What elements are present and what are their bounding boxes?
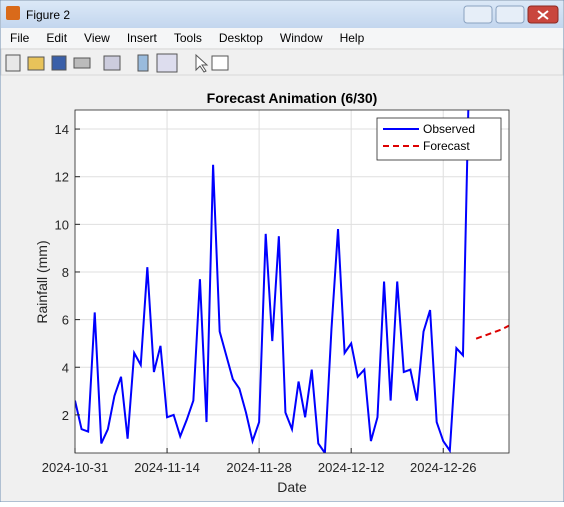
chart-title: Forecast Animation (6/30) bbox=[207, 90, 378, 106]
y-tick-label: 6 bbox=[62, 313, 69, 328]
legend-label: Forecast bbox=[423, 139, 470, 153]
app-icon bbox=[6, 6, 20, 20]
window-title: Figure 2 bbox=[26, 8, 70, 22]
colorbar-icon[interactable] bbox=[137, 54, 149, 72]
edit-plot-icon[interactable] bbox=[195, 53, 209, 73]
axes-box bbox=[74, 109, 510, 454]
open-icon[interactable] bbox=[27, 56, 45, 71]
menu-item[interactable]: View bbox=[84, 31, 110, 45]
y-tick-label: 10 bbox=[55, 217, 69, 232]
grid bbox=[74, 110, 509, 453]
link-icon[interactable] bbox=[103, 55, 121, 71]
menu-item[interactable]: Tools bbox=[174, 31, 202, 45]
close-icon bbox=[537, 10, 549, 20]
minimize-button[interactable] bbox=[463, 5, 493, 24]
property-icon[interactable] bbox=[211, 55, 229, 71]
y-tick-label: 8 bbox=[62, 265, 69, 280]
ticks: 2 4 6 8 10 12 14 2024-10-31 2024-11-14 2024-11-28… bbox=[42, 122, 477, 475]
legend: Observed Forecast bbox=[376, 117, 502, 161]
legend-icon[interactable] bbox=[156, 53, 178, 73]
menu-item[interactable]: Insert bbox=[127, 31, 158, 45]
y-tick-label: 12 bbox=[55, 170, 69, 185]
menu-item[interactable]: Window bbox=[280, 31, 323, 45]
x-axis-label: Date bbox=[277, 479, 307, 495]
menu-bar bbox=[1, 28, 563, 48]
legend-label: Observed bbox=[423, 122, 475, 136]
x-tick-label: 2024-12-12 bbox=[318, 460, 385, 475]
x-tick-label: 2024-10-31 bbox=[42, 460, 109, 475]
y-axis-label: Rainfall (mm) bbox=[34, 240, 50, 323]
plot-area bbox=[75, 110, 509, 453]
maximize-button[interactable] bbox=[495, 5, 525, 24]
menu-item[interactable]: File bbox=[10, 31, 30, 45]
y-tick-label: 2 bbox=[62, 408, 69, 423]
print-icon[interactable] bbox=[73, 57, 91, 69]
y-tick-label: 14 bbox=[55, 122, 69, 137]
window-buttons[interactable] bbox=[463, 5, 559, 24]
x-tick-label: 2024-11-14 bbox=[134, 460, 200, 475]
toolbar-icons bbox=[5, 53, 229, 73]
toolbar bbox=[0, 48, 564, 76]
x-tick-label: 2024-11-28 bbox=[226, 460, 292, 475]
menu-item[interactable]: Edit bbox=[46, 31, 67, 45]
menu: File Edit View Insert Tools Desktop Window Help bbox=[10, 31, 365, 45]
series-line bbox=[75, 110, 470, 453]
y-tick-label: 4 bbox=[62, 360, 69, 375]
menu-item[interactable]: Help bbox=[340, 31, 365, 45]
series-line bbox=[475, 324, 509, 340]
new-icon[interactable] bbox=[5, 54, 21, 72]
legend-box bbox=[376, 117, 502, 161]
plot-lines bbox=[75, 110, 509, 453]
menu-item[interactable]: Desktop bbox=[219, 31, 263, 45]
save-icon[interactable] bbox=[51, 55, 67, 71]
x-tick-label: 2024-12-26 bbox=[410, 460, 477, 475]
